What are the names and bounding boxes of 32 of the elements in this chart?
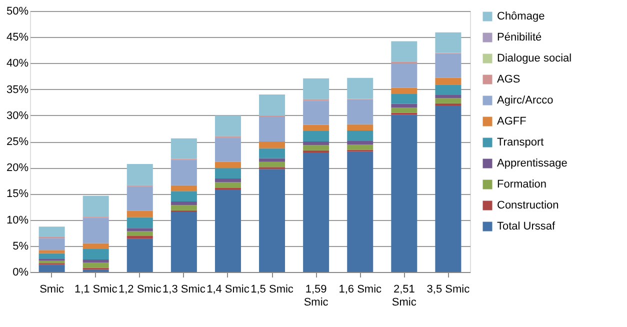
legend-label: AGS: [497, 74, 520, 86]
y-tick-label: 30%: [6, 110, 29, 122]
legend-label: Chômage: [497, 10, 545, 22]
x-tick-label: 1,3 Smic: [162, 284, 206, 296]
y-tick-label: 10%: [6, 214, 29, 226]
legend-label: AGFF: [497, 116, 527, 128]
legend-label: Agirc/Arcco: [497, 94, 554, 106]
legend-label: Construction: [497, 200, 559, 212]
legend-label: Transport: [497, 136, 544, 148]
y-tick-label: 25%: [6, 136, 29, 148]
legend-label: Formation: [497, 178, 547, 190]
legend-label: Apprentissage: [497, 158, 568, 170]
legend-label: Dialogue social: [497, 52, 572, 64]
x-tick-label: 1,5 Smic: [250, 284, 294, 296]
y-tick-label: 0%: [12, 266, 29, 278]
x-tick-label: 2,51 Smic: [392, 284, 417, 308]
x-tick-label: 1,59 Smic: [304, 284, 329, 308]
x-tick-label: 3,5 Smic: [426, 284, 470, 296]
y-tick-label: 45%: [6, 32, 29, 44]
y-tick-label: 50%: [6, 6, 29, 18]
x-tick-label: 1,1 Smic: [74, 284, 118, 296]
y-tick-label: 40%: [6, 58, 29, 70]
x-tick-label: 1,4 Smic: [206, 284, 250, 296]
y-tick-label: 15%: [6, 188, 29, 200]
y-tick-label: 35%: [6, 84, 29, 96]
x-tick-label: Smic: [40, 284, 65, 296]
legend-label: Total Urssaf: [497, 220, 556, 232]
x-tick-label: 1,2 Smic: [118, 284, 162, 296]
y-tick-label: 20%: [6, 162, 29, 174]
y-tick-label: 5%: [12, 240, 29, 252]
x-tick-label: 1,6 Smic: [338, 284, 382, 296]
legend-label: Pénibilité: [497, 32, 542, 44]
